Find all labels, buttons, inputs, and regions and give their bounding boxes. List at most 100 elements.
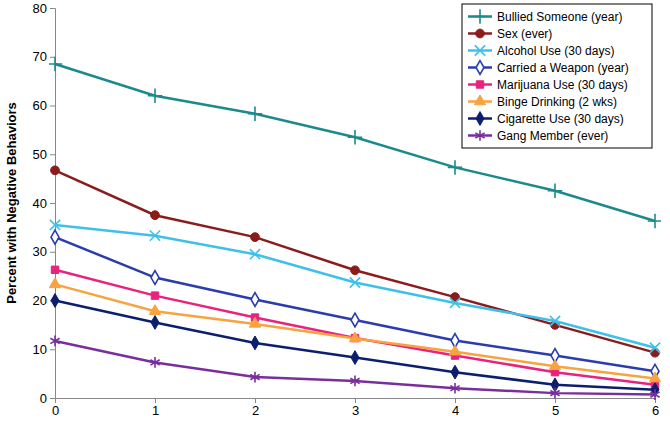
marker (151, 316, 159, 330)
tick-mark (50, 398, 55, 399)
marker (348, 130, 362, 144)
chart: 012345601020304050607080Percent with Neg… (0, 0, 670, 427)
tick-mark (50, 349, 55, 350)
marker (451, 365, 459, 379)
series-group (49, 57, 661, 400)
marker (248, 107, 262, 121)
legend-marker (475, 130, 484, 141)
marker (151, 271, 159, 285)
line (55, 284, 655, 378)
legend-box (462, 4, 652, 148)
legend-label: Bullied Someone (year) (497, 10, 622, 24)
tick-label: 0 (40, 391, 47, 406)
marker (148, 89, 162, 103)
marker (49, 278, 60, 288)
tick: 0 (52, 398, 59, 418)
legend-item: Gang Member (ever) (468, 129, 608, 143)
tick: 40 (33, 196, 55, 211)
tick: 70 (33, 49, 55, 64)
marker (149, 305, 160, 315)
tick: 50 (33, 147, 55, 162)
tick-label: 1 (152, 403, 159, 418)
marker (251, 233, 260, 242)
marker (51, 230, 59, 244)
legend-label: Sex (ever) (497, 27, 552, 41)
legend-label: Binge Drinking (2 wks) (497, 95, 617, 109)
marker (550, 316, 560, 326)
tick-label: 80 (33, 1, 47, 16)
marker (449, 345, 460, 355)
series (51, 294, 659, 397)
marker (50, 336, 59, 347)
marker (51, 166, 60, 175)
legend-item: Sex (ever) (468, 27, 552, 41)
marker (151, 292, 158, 299)
marker (251, 336, 259, 350)
tick: 4 (452, 398, 459, 418)
marker (351, 313, 359, 327)
tick-mark (50, 203, 55, 204)
line (55, 170, 655, 352)
marker (650, 389, 659, 400)
tick-label: 6 (652, 403, 659, 418)
tick: 5 (552, 398, 559, 418)
series (50, 220, 660, 353)
tick-label: 10 (33, 342, 47, 357)
tick: 6 (652, 398, 659, 418)
marker (51, 294, 59, 308)
marker (351, 266, 360, 275)
tick-label: 40 (33, 196, 47, 211)
legend-label: Cigarette Use (30 days) (497, 112, 624, 126)
marker (648, 214, 661, 228)
y-axis: 01020304050607080 (33, 1, 56, 406)
x-axis: 0 1 2 3 4 5 6 (52, 398, 659, 418)
marker (448, 160, 462, 174)
series (51, 266, 658, 388)
legend-marker (476, 112, 484, 126)
marker (650, 343, 660, 353)
tick-mark (50, 8, 55, 9)
marker (450, 383, 459, 394)
plot: 012345601020304050607080 (33, 1, 663, 419)
line (55, 64, 655, 221)
tick: 30 (33, 244, 55, 259)
legend-item: Bullied Someone (year) (468, 9, 622, 23)
legend-marker (476, 29, 485, 38)
marker (350, 376, 359, 387)
legend-marker (476, 81, 483, 88)
marker (150, 357, 159, 368)
tick-label: 20 (33, 293, 47, 308)
marker (249, 317, 260, 327)
marker (550, 388, 559, 399)
tick: 2 (252, 398, 259, 418)
tick-label: 4 (452, 403, 459, 418)
tick: 10 (33, 342, 55, 357)
tick-label: 50 (33, 147, 47, 162)
line (55, 301, 655, 390)
legend-label: Marijuana Use (30 days) (497, 78, 628, 92)
legend-item: Marijuana Use (30 days) (468, 78, 628, 92)
marker (250, 372, 259, 383)
legend-label: Gang Member (ever) (497, 129, 608, 143)
legend-marker (474, 95, 485, 105)
legend-item: Alcohol Use (30 days) (468, 44, 614, 58)
tick-mark (50, 252, 55, 253)
series (49, 57, 661, 228)
tick-mark (50, 106, 55, 107)
marker (649, 372, 660, 382)
legend: Bullied Someone (year) Sex (ever) Alcohol … (462, 4, 652, 148)
tick-label: 2 (252, 403, 259, 418)
marker (651, 348, 660, 357)
marker (350, 277, 360, 287)
legend-label: Alcohol Use (30 days) (497, 44, 614, 58)
legend-marker (473, 9, 487, 23)
y-axis-title: Percent with Negative Behaviors (4, 102, 19, 304)
line (55, 225, 655, 348)
tick-label: 3 (352, 403, 359, 418)
series (49, 278, 660, 382)
line (55, 270, 655, 385)
marker (150, 231, 160, 241)
legend-item: Binge Drinking (2 wks) (468, 95, 617, 109)
marker (548, 184, 562, 198)
marker (450, 298, 460, 308)
